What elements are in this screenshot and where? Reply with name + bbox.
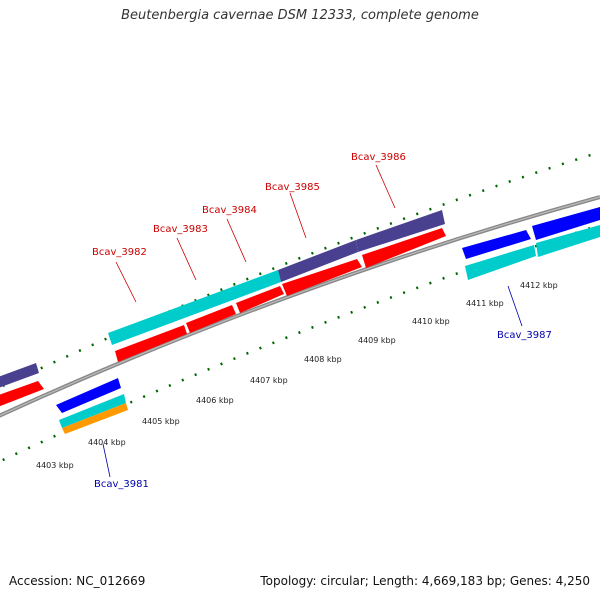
scale-label: 4409 kbp: [358, 336, 396, 345]
gene-cyan-3987-b: [536, 225, 600, 257]
scale-label: 4410 kbp: [412, 317, 450, 326]
cds-blue-3987-b: [532, 207, 600, 240]
map-title: Beutenbergia cavernae DSM 12333, complet…: [121, 8, 479, 23]
cds-blue-3987-a: [462, 230, 531, 259]
scale-label: 4407 kbp: [250, 376, 288, 385]
gene-cyan-3987-a: [465, 245, 536, 280]
gene-label-3981[interactable]: Bcav_3981: [94, 479, 149, 490]
scale-label: 4408 kbp: [304, 355, 342, 364]
scale-label: 4406 kbp: [196, 396, 234, 405]
cds-blue-3981: [56, 378, 121, 413]
scale-label: 4403 kbp: [36, 461, 74, 470]
cds-red-3982: [115, 325, 187, 362]
cds-red-3984: [236, 286, 284, 313]
leader-3987: [507, 285, 523, 327]
genome-backbone: [0, 195, 600, 418]
leader-3984: [226, 218, 247, 263]
cds-red-left: [0, 381, 44, 407]
gene-cyan-3982: [108, 270, 281, 345]
leader-3981: [102, 443, 111, 478]
gene-label-3983[interactable]: Bcav_3983: [153, 224, 208, 235]
cds-red-3983: [186, 305, 236, 333]
scale-label: 4411 kbp: [466, 299, 504, 308]
leader-3986: [375, 164, 396, 209]
scale-label: 4412 kbp: [520, 281, 558, 290]
leader-3983: [176, 237, 197, 281]
leader-3985: [289, 192, 307, 239]
gene-label-3985[interactable]: Bcav_3985: [265, 182, 320, 193]
scale-label: 4405 kbp: [142, 417, 180, 426]
leader-3982: [115, 261, 137, 303]
cds-red-3986: [362, 228, 446, 268]
gene-purple-3986: [356, 210, 445, 252]
gene-purple-3985: [278, 240, 358, 282]
gene-purple-left: [0, 363, 39, 388]
gene-label-3982[interactable]: Bcav_3982: [92, 247, 147, 258]
gene-orange-3981: [62, 403, 128, 434]
scale-label: 4404 kbp: [88, 438, 126, 447]
gene-label-3987[interactable]: Bcav_3987: [497, 330, 552, 341]
gene-cyan-3981: [59, 394, 126, 428]
gene-label-3986[interactable]: Bcav_3986: [351, 152, 406, 163]
genome-summary-text: Topology: circular; Length: 4,669,183 bp…: [260, 574, 590, 588]
gene-label-3984[interactable]: Bcav_3984: [202, 205, 257, 216]
accession-text: Accession: NC_012669: [9, 574, 146, 588]
cds-red-3985: [282, 259, 362, 296]
